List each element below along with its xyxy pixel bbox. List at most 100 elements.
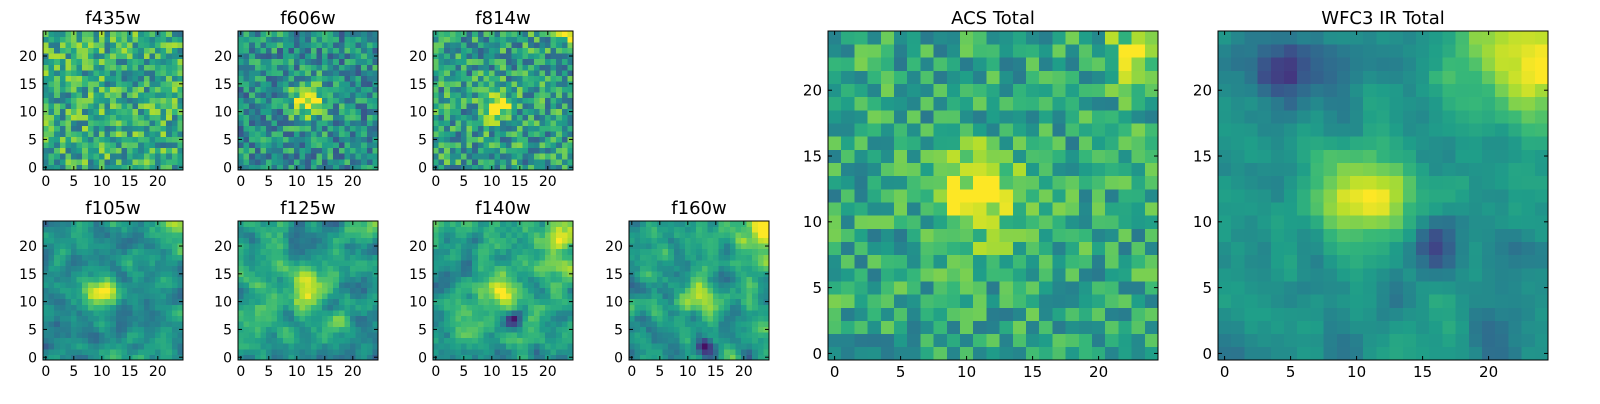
heatmap-cell bbox=[361, 103, 367, 109]
heatmap-cell bbox=[238, 349, 244, 355]
heatmap-cell bbox=[244, 243, 250, 249]
heatmap-cell bbox=[539, 265, 545, 271]
heatmap-cell bbox=[545, 238, 551, 244]
heatmap-cell bbox=[60, 153, 66, 159]
heatmap-cell bbox=[444, 87, 450, 93]
heatmap-cell bbox=[517, 260, 523, 266]
heatmap-cell bbox=[439, 142, 445, 148]
heatmap-cell bbox=[439, 316, 445, 322]
heatmap-cell bbox=[444, 103, 450, 109]
heatmap-cell bbox=[361, 265, 367, 271]
heatmap-cell bbox=[894, 228, 908, 242]
heatmap-cell bbox=[311, 153, 317, 159]
heatmap-cell bbox=[517, 92, 523, 98]
heatmap-cell bbox=[356, 109, 362, 115]
heatmap-cell bbox=[93, 114, 99, 120]
heatmap-cell bbox=[517, 282, 523, 288]
heatmap-cell bbox=[133, 338, 139, 344]
heatmap-cell bbox=[149, 316, 155, 322]
heatmap-cell bbox=[657, 293, 663, 299]
heatmap-cell bbox=[138, 64, 144, 70]
heatmap-cell bbox=[702, 321, 708, 327]
heatmap-cell bbox=[752, 349, 758, 355]
heatmap-cell bbox=[161, 98, 167, 104]
heatmap-cell bbox=[149, 126, 155, 132]
heatmap-cell bbox=[172, 227, 178, 233]
heatmap-cell bbox=[730, 277, 736, 283]
heatmap-cell bbox=[116, 81, 122, 87]
heatmap-cell bbox=[322, 70, 328, 76]
heatmap-cell bbox=[144, 227, 150, 233]
heatmap-cell bbox=[149, 142, 155, 148]
heatmap-cell bbox=[350, 293, 356, 299]
heatmap-cell bbox=[328, 98, 334, 104]
heatmap-cell bbox=[54, 109, 60, 115]
heatmap-cell bbox=[71, 271, 77, 277]
heatmap-cell bbox=[65, 299, 71, 305]
heatmap-cell bbox=[155, 332, 161, 338]
heatmap-cell bbox=[685, 232, 691, 238]
heatmap-cell bbox=[960, 176, 974, 190]
y-tick-label: 0 bbox=[418, 160, 427, 176]
heatmap-cell bbox=[1052, 215, 1066, 229]
heatmap-cell bbox=[260, 299, 266, 305]
heatmap-cell bbox=[367, 159, 373, 165]
heatmap-cell bbox=[121, 249, 127, 255]
heatmap-cell bbox=[539, 126, 545, 132]
heatmap-cell bbox=[283, 338, 289, 344]
heatmap-cell bbox=[316, 232, 322, 238]
heatmap-cell bbox=[155, 349, 161, 355]
heatmap-cell bbox=[719, 243, 725, 249]
heatmap-cell bbox=[277, 126, 283, 132]
heatmap-cell bbox=[99, 227, 105, 233]
heatmap-cell bbox=[127, 42, 133, 48]
heatmap-cell bbox=[1066, 307, 1080, 321]
heatmap-cell bbox=[60, 87, 66, 93]
heatmap-cell bbox=[1105, 202, 1119, 216]
heatmap-cell bbox=[523, 92, 529, 98]
heatmap-cell bbox=[88, 243, 94, 249]
heatmap-cell bbox=[868, 347, 882, 361]
heatmap-cell bbox=[144, 238, 150, 244]
heatmap-cell bbox=[1145, 294, 1159, 308]
heatmap-cell bbox=[43, 232, 49, 238]
heatmap-cell bbox=[455, 265, 461, 271]
heatmap-cell bbox=[724, 277, 730, 283]
heatmap-cell bbox=[685, 343, 691, 349]
heatmap-cell bbox=[545, 260, 551, 266]
heatmap-cell bbox=[500, 293, 506, 299]
heatmap-cell bbox=[149, 70, 155, 76]
heatmap-cell bbox=[350, 332, 356, 338]
y-tick-label: 20 bbox=[214, 49, 232, 65]
heatmap-cell bbox=[646, 265, 652, 271]
heatmap-cell bbox=[657, 238, 663, 244]
heatmap-cell bbox=[305, 299, 311, 305]
heatmap-cell bbox=[841, 163, 855, 177]
heatmap-cell bbox=[71, 75, 77, 81]
heatmap-cell bbox=[472, 299, 478, 305]
heatmap-cell bbox=[77, 238, 83, 244]
heatmap-cell bbox=[260, 126, 266, 132]
heatmap-cell bbox=[920, 255, 934, 269]
heatmap-cell bbox=[316, 81, 322, 87]
heatmap-cell bbox=[60, 81, 66, 87]
heatmap-cell bbox=[127, 293, 133, 299]
heatmap-cell bbox=[511, 98, 517, 104]
heatmap-cell bbox=[361, 310, 367, 316]
heatmap-cell bbox=[960, 202, 974, 216]
heatmap-cell bbox=[305, 148, 311, 154]
heatmap-cell bbox=[635, 338, 641, 344]
heatmap-cell bbox=[511, 87, 517, 93]
heatmap-cell bbox=[172, 103, 178, 109]
heatmap-cell bbox=[696, 299, 702, 305]
heatmap-cell bbox=[506, 114, 512, 120]
heatmap-cell bbox=[511, 349, 517, 355]
heatmap-cell bbox=[668, 271, 674, 277]
heatmap-cell bbox=[121, 31, 127, 37]
heatmap-cell bbox=[244, 137, 250, 143]
heatmap-cell bbox=[283, 310, 289, 316]
heatmap-cell bbox=[478, 37, 484, 43]
heatmap-cell bbox=[444, 227, 450, 233]
heatmap-cell bbox=[65, 338, 71, 344]
